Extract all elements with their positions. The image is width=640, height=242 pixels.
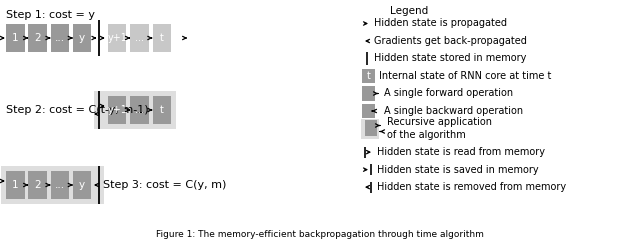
Bar	[108, 24, 127, 52]
Text: y+1: y+1	[108, 105, 127, 115]
Text: Legend: Legend	[390, 6, 428, 16]
Text: ...: ...	[55, 180, 65, 190]
Bar	[365, 120, 377, 136]
Text: y: y	[79, 33, 85, 43]
Text: Gradients get back-propagated: Gradients get back-propagated	[374, 36, 527, 46]
Bar	[362, 69, 375, 83]
Text: Hidden state is saved in memory: Hidden state is saved in memory	[377, 165, 539, 175]
Text: y: y	[79, 180, 85, 190]
Text: Hidden state is propagated: Hidden state is propagated	[374, 18, 507, 29]
Text: t: t	[367, 71, 371, 81]
Bar	[51, 171, 69, 199]
Bar	[130, 96, 148, 124]
Text: Hidden state stored in memory: Hidden state stored in memory	[374, 53, 526, 63]
Bar	[28, 171, 47, 199]
Bar	[73, 24, 92, 52]
Bar	[108, 96, 127, 124]
Text: Step 2: cost = C(t-y, m-1): Step 2: cost = C(t-y, m-1)	[6, 105, 148, 115]
Text: 2: 2	[34, 180, 41, 190]
Text: t: t	[160, 33, 164, 43]
Bar	[361, 119, 379, 138]
Bar	[95, 91, 176, 129]
Text: Hidden state is read from memory: Hidden state is read from memory	[377, 147, 545, 157]
Text: Hidden state is removed from memory: Hidden state is removed from memory	[377, 182, 566, 192]
Text: Recursive application
of the algorithm: Recursive application of the algorithm	[387, 117, 492, 140]
Text: A single forward operation: A single forward operation	[384, 89, 513, 98]
Bar	[1, 166, 104, 204]
Text: 1: 1	[12, 180, 19, 190]
Text: t: t	[160, 105, 164, 115]
Bar	[362, 104, 375, 118]
Bar	[51, 24, 69, 52]
Text: ...: ...	[135, 33, 144, 43]
Text: Step 3: cost = C(y, m): Step 3: cost = C(y, m)	[104, 180, 227, 190]
Text: 1: 1	[12, 33, 19, 43]
Text: Internal state of RNN core at time t: Internal state of RNN core at time t	[379, 71, 552, 81]
Text: ...: ...	[55, 33, 65, 43]
Text: y+1: y+1	[108, 33, 127, 43]
Bar	[362, 86, 375, 100]
Bar	[130, 24, 148, 52]
Bar	[73, 171, 92, 199]
Bar	[152, 24, 171, 52]
Text: A single backward operation: A single backward operation	[384, 106, 523, 116]
Bar	[6, 171, 24, 199]
Bar	[28, 24, 47, 52]
Text: Figure 1: The memory-efficient backpropagation through time algorithm: Figure 1: The memory-efficient backpropa…	[156, 230, 484, 239]
Text: 2: 2	[34, 33, 41, 43]
Text: ...: ...	[135, 105, 144, 115]
Bar	[6, 24, 24, 52]
Text: Step 1: cost = y: Step 1: cost = y	[6, 10, 95, 20]
Bar	[152, 96, 171, 124]
